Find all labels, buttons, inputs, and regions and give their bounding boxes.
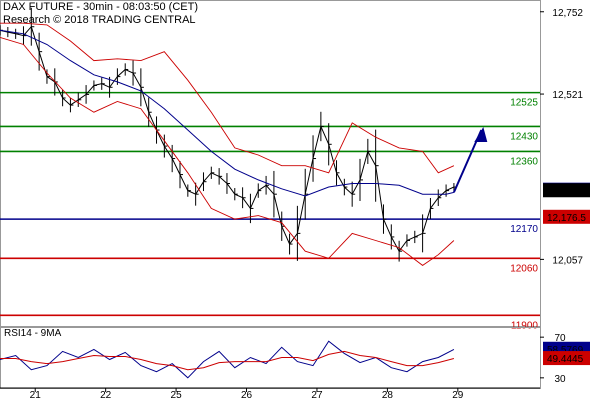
rsi-value-label: 58.5769: [547, 345, 584, 356]
time-tick-label: 27: [311, 390, 323, 400]
price-tick-label: 12,057: [552, 255, 583, 266]
rsi-RSI14-series: [0, 340, 455, 379]
lower-band-series: [0, 36, 455, 266]
last-price-label: 12,251: [547, 186, 578, 197]
time-tick-label: 25: [171, 390, 183, 400]
rsi-MA9-series: [0, 350, 455, 371]
price-marker-1-label: 12,176.5: [547, 213, 586, 224]
resistance-12525-label: 12525: [510, 98, 538, 109]
last-price-badge: [543, 183, 590, 198]
forecast-arrow-head: [474, 127, 488, 143]
moving-average-series: [0, 29, 455, 197]
time-tick-label: 28: [382, 390, 394, 400]
upper-band-series: [0, 22, 455, 174]
price-panel: 12,057 12,521 12,752 12525 12430 12360 12170 12…: [0, 0, 590, 331]
chart-subtitle: Research © 2018 TRADING CENTRAL: [3, 14, 196, 26]
price-series: [0, 25, 455, 253]
price-marker-1-badge: [543, 209, 590, 224]
resistance-12360-label: 12360: [510, 156, 538, 167]
chart-title: DAX FUTURE - 30min - 08:03:50 (CET): [3, 1, 198, 13]
rsi-tick-label: 70: [554, 333, 566, 344]
rsi-ma-value-badge: [543, 351, 590, 366]
price-tick-label: 12,752: [552, 8, 583, 19]
time-tick-label: 26: [241, 390, 253, 400]
pivot-12170-label: 12170: [510, 224, 538, 235]
support-11900-label: 11900: [511, 320, 539, 331]
rsi-label: RSI14 - 9MA: [4, 328, 62, 339]
resistance-12430-label: 12430: [510, 131, 538, 142]
rsi-tick-label: 30: [554, 374, 566, 385]
time-tick-label: 22: [100, 390, 112, 400]
time-axis: 21 22 25 26 27 28 29: [0, 387, 540, 400]
support-12060-label: 12060: [510, 263, 538, 274]
time-tick-label: 21: [30, 390, 42, 400]
price-panel-frame: [0, 0, 541, 327]
time-tick-label: 29: [452, 390, 464, 400]
price-tick-label: 12,521: [552, 90, 583, 101]
rsi-ma-value-label: 49.4445: [547, 354, 584, 365]
